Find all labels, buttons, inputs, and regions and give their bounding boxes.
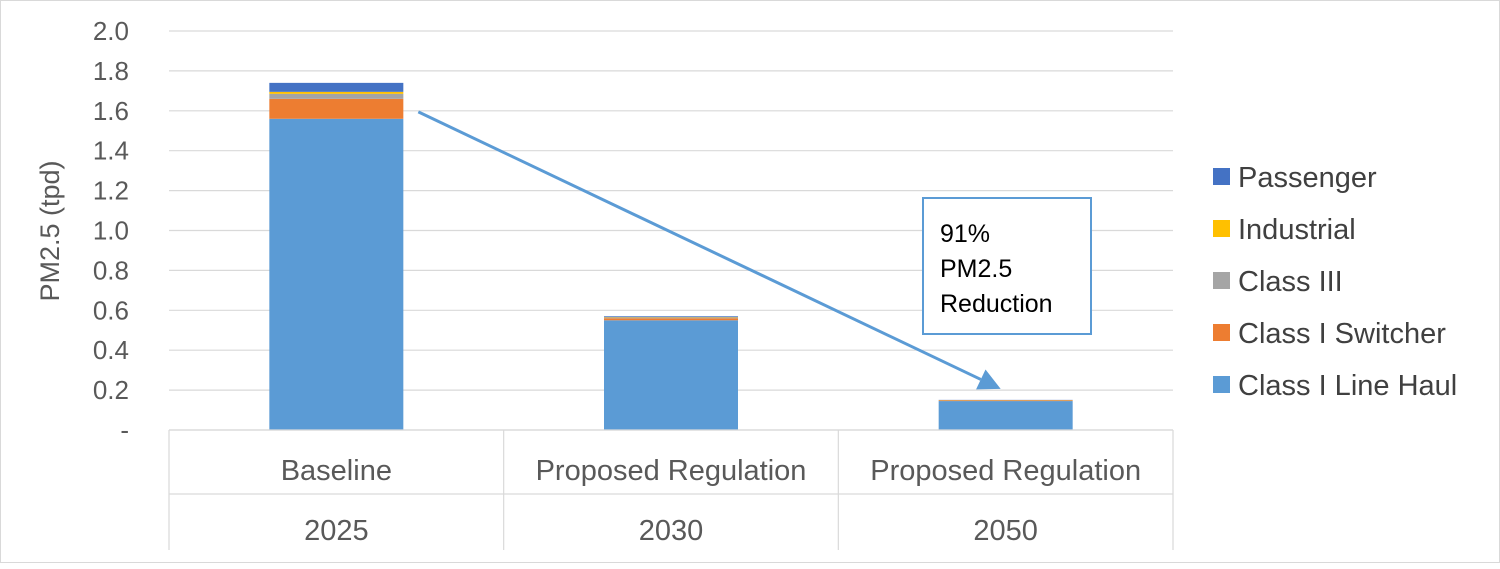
y-tick-label: 0.8 — [93, 255, 129, 285]
category-label: Proposed Regulation — [870, 455, 1141, 487]
category-label: Baseline — [281, 455, 392, 487]
y-tick-label: - — [120, 415, 129, 445]
legend-swatch — [1213, 376, 1230, 393]
bar-segment — [269, 94, 403, 99]
bar-segment — [269, 92, 403, 94]
legend-swatch — [1213, 220, 1230, 237]
bar-segment — [269, 119, 403, 430]
bar-segment — [604, 318, 738, 320]
bar-segment — [604, 320, 738, 430]
y-tick-label: 1.8 — [93, 56, 129, 86]
bar-segment — [269, 83, 403, 92]
y-tick-label: 1.4 — [93, 136, 129, 166]
legend-label: Industrial — [1238, 214, 1356, 246]
reduction-annotation: 91% PM2.5 Reduction — [418, 112, 1091, 389]
y-axis-title: PM2.5 (tpd) — [35, 160, 65, 301]
category-label: Proposed Regulation — [536, 455, 807, 487]
legend-swatch — [1213, 272, 1230, 289]
bar-segment — [939, 400, 1073, 401]
x-axis-categories: Baseline 2025 Proposed Regulation 2030 Propo… — [169, 430, 1173, 550]
bar-segment — [604, 316, 738, 317]
legend-swatch — [1213, 324, 1230, 341]
bar-segment — [939, 401, 1073, 430]
annotation-text-line: 91% — [940, 220, 990, 248]
y-tick-label: 0.4 — [93, 335, 129, 365]
legend-label: Class III — [1238, 266, 1343, 298]
category-year-label: 2025 — [304, 515, 369, 547]
legend: Passenger Industrial Class III Class I Swit… — [1213, 162, 1457, 402]
y-axis-ticks: - 0.2 0.4 0.6 0.8 1.0 1.2 1.4 1.6 1.8 2.0 — [93, 16, 129, 445]
bar-segment — [604, 317, 738, 318]
legend-label: Passenger — [1238, 162, 1377, 194]
category-year-label: 2030 — [639, 515, 704, 547]
y-tick-label: 0.6 — [93, 295, 129, 325]
category-year-label: 2050 — [973, 515, 1038, 547]
legend-swatch — [1213, 168, 1230, 185]
annotation-text-line: PM2.5 — [940, 255, 1012, 283]
annotation-text-line: Reduction — [940, 290, 1053, 318]
bar-segment — [269, 99, 403, 119]
y-tick-label: 1.2 — [93, 176, 129, 206]
y-tick-label: 2.0 — [93, 16, 129, 46]
y-tick-label: 1.6 — [93, 96, 129, 126]
y-tick-label: 0.2 — [93, 375, 129, 405]
y-tick-label: 1.0 — [93, 216, 129, 246]
legend-label: Class I Line Haul — [1238, 370, 1457, 402]
legend-label: Class I Switcher — [1238, 318, 1446, 350]
